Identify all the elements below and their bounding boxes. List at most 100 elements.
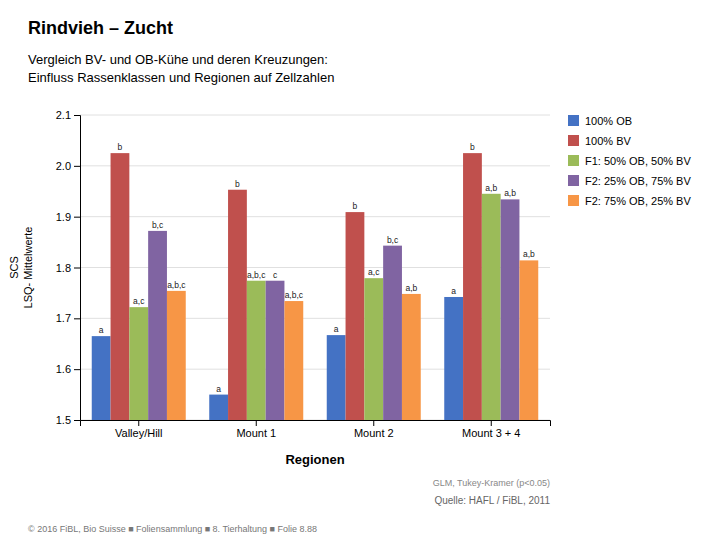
bar	[444, 297, 463, 420]
y-tick-mark	[74, 420, 80, 421]
y-axis-label: SCSLSQ- Mittelwerte	[8, 227, 34, 309]
annotation: b	[470, 142, 475, 152]
y-tick: 1.5	[56, 414, 80, 426]
bars	[92, 153, 539, 420]
annotation: b	[118, 142, 123, 152]
x-tick-mark	[256, 420, 257, 426]
x-axis-line	[81, 421, 551, 427]
bar	[284, 301, 303, 420]
y-tick-label: 1.5	[56, 414, 71, 426]
legend-label: F1: 50% OB, 50% BV	[585, 155, 691, 167]
x-tick: Mount 1	[236, 420, 276, 439]
x-tick: Valley/Hill	[115, 420, 162, 439]
annotation: c	[273, 270, 278, 280]
annotation: a,c	[133, 296, 145, 306]
annotation: a,b	[504, 188, 516, 198]
legend-swatch	[568, 155, 579, 166]
y-tick-mark	[74, 369, 80, 370]
annotation: a,b,c	[167, 280, 186, 290]
y-tick-label: 1.8	[56, 262, 71, 274]
legend-label: 100% OB	[585, 115, 632, 127]
y-tick: 2.1	[56, 109, 80, 121]
x-tick-label: Valley/Hill	[115, 427, 162, 439]
bar	[247, 281, 266, 420]
y-tick: 2.0	[56, 160, 80, 172]
legend-swatch	[568, 115, 579, 126]
bar	[482, 194, 501, 420]
legend-label: F2: 75% OB, 25% BV	[585, 195, 691, 207]
y-tick: 1.7	[56, 312, 80, 324]
bar	[402, 294, 421, 420]
chart: Rindvieh – Zucht Vergleich BV- und OB-Küh…	[0, 0, 720, 540]
annotation: a,b,c	[285, 290, 304, 300]
annotation: b	[353, 201, 358, 211]
y-tick: 1.8	[56, 262, 80, 274]
annotation: b,c	[387, 235, 399, 245]
footer: © 2016 FiBL, Bio Suisse ■ Foliensammlung…	[28, 524, 317, 534]
bar	[519, 260, 538, 420]
x-tick-label: Mount 1	[236, 427, 276, 439]
y-tick-label: 2.0	[56, 160, 71, 172]
bar	[266, 281, 285, 420]
series	[111, 153, 482, 420]
bar	[167, 291, 186, 420]
legend-swatch	[568, 175, 579, 186]
x-tick-mark	[491, 420, 492, 426]
legend-item: F1: 50% OB, 50% BV	[568, 155, 691, 167]
legend-item: 100% OB	[568, 115, 632, 127]
x-tick-label: Mount 3 + 4	[462, 427, 520, 439]
y-axis: 1.5 1.6 1.7 1.8 1.9 2.0 2.1	[56, 109, 81, 426]
bar	[148, 231, 167, 420]
bar	[383, 246, 402, 420]
series	[148, 199, 519, 420]
bar	[129, 307, 148, 420]
y-tick-label: 2.1	[56, 109, 71, 121]
bar	[92, 336, 111, 420]
y-tick-mark	[74, 115, 80, 116]
legend-swatch	[568, 195, 579, 206]
legend-label: F2: 25% OB, 75% BV	[585, 175, 691, 187]
series	[129, 194, 500, 420]
annotation: a,c	[368, 267, 380, 277]
title: Rindvieh – Zucht	[28, 18, 173, 38]
x-tick: Mount 3 + 4	[462, 420, 520, 439]
annotation: b,c	[152, 220, 164, 230]
y-tick-mark	[74, 318, 80, 319]
source: Quelle: HAFL / FiBL, 2011	[434, 495, 550, 506]
bar	[463, 153, 482, 420]
y-tick-label: 1.9	[56, 211, 71, 223]
x-tick-mark	[373, 420, 374, 426]
annotation: a	[216, 384, 221, 394]
legend-label: 100% BV	[585, 135, 632, 147]
annotation: a,b	[523, 249, 535, 259]
series	[167, 260, 538, 420]
y-tick: 1.6	[56, 363, 80, 375]
data-labels: aaaabbbba,ca,b,ca,ca,bb,ccb,ca,ba,b,ca,b…	[99, 142, 535, 393]
bar	[364, 278, 383, 420]
x-tick-label: Mount 2	[354, 427, 394, 439]
annotation: a	[99, 325, 104, 335]
annotation: a,b,c	[247, 270, 266, 280]
y-tick-mark	[74, 166, 80, 167]
bar	[501, 199, 520, 420]
bar	[228, 190, 247, 420]
y-tick-mark	[74, 268, 80, 269]
legend-swatch	[568, 135, 579, 146]
legend-item: F2: 25% OB, 75% BV	[568, 175, 691, 187]
x-axis-label: Regionen	[285, 452, 344, 467]
subtitle: Vergleich BV- und OB-Kühe und deren Kreu…	[28, 52, 334, 85]
bar	[327, 335, 346, 420]
grid-line	[80, 115, 550, 116]
annotation: a,b	[485, 183, 497, 193]
bar	[111, 153, 130, 420]
annotation: b	[235, 179, 240, 189]
legend-item: 100% BV	[568, 135, 632, 147]
y-tick-label: 1.6	[56, 363, 71, 375]
legend: 100% OB 100% BV F1: 50% OB, 50% BV F2: 25% …	[568, 115, 691, 207]
y-tick-label: 1.7	[56, 312, 71, 324]
y-tick-mark	[74, 217, 80, 218]
annotation: a	[334, 324, 339, 334]
plot: aaaabbbba,ca,b,ca,ca,bb,ccb,ca,ba,b,ca,b…	[8, 109, 551, 488]
bar	[209, 395, 228, 420]
x-tick: Mount 2	[354, 420, 394, 439]
